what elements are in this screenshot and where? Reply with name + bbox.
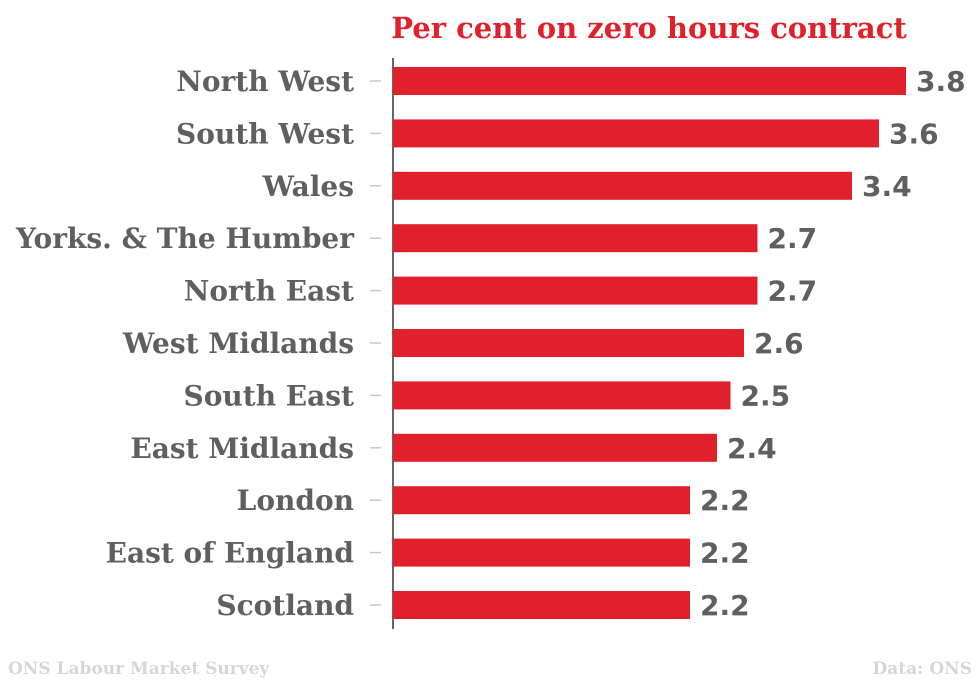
value-label: 2.5 bbox=[741, 379, 791, 412]
value-label: 2.2 bbox=[700, 537, 750, 570]
category-label: Scotland bbox=[216, 589, 354, 622]
bar bbox=[393, 276, 758, 305]
bar bbox=[393, 67, 906, 95]
value-label: 2.2 bbox=[700, 484, 750, 517]
value-label: 2.6 bbox=[754, 327, 804, 360]
value-label: 3.4 bbox=[862, 170, 912, 203]
category-label: North East bbox=[184, 275, 354, 308]
category-label: London bbox=[237, 484, 354, 517]
bar bbox=[393, 329, 744, 357]
value-label: 3.6 bbox=[889, 117, 939, 150]
category-label: North West bbox=[176, 65, 354, 98]
value-label: 2.2 bbox=[700, 589, 750, 622]
value-label: 3.8 bbox=[916, 65, 966, 98]
bar bbox=[393, 591, 690, 619]
value-label: 2.7 bbox=[768, 222, 818, 255]
category-label: West Midlands bbox=[122, 327, 354, 360]
chart-title: Per cent on zero hours contract bbox=[391, 11, 907, 45]
bar bbox=[393, 381, 731, 410]
category-label: Yorks. & The Humber bbox=[15, 222, 355, 255]
category-label: South West bbox=[176, 117, 354, 150]
source-right: Data: ONS bbox=[873, 659, 972, 679]
category-label: East Midlands bbox=[130, 432, 354, 465]
category-label: East of England bbox=[106, 537, 354, 570]
bar bbox=[393, 171, 852, 200]
category-label: Wales bbox=[262, 170, 354, 203]
value-label: 2.4 bbox=[727, 432, 777, 465]
bar bbox=[393, 538, 690, 567]
category-label: South East bbox=[184, 379, 355, 412]
source-left: ONS Labour Market Survey bbox=[8, 659, 270, 679]
bar bbox=[393, 119, 879, 148]
bar bbox=[393, 224, 758, 253]
chart-marks: North West 3.8 South West 3.6 Wales 3.4 Yorks.… bbox=[15, 65, 966, 622]
bar bbox=[393, 433, 717, 462]
value-label: 2.7 bbox=[768, 275, 818, 308]
bar bbox=[393, 486, 690, 515]
